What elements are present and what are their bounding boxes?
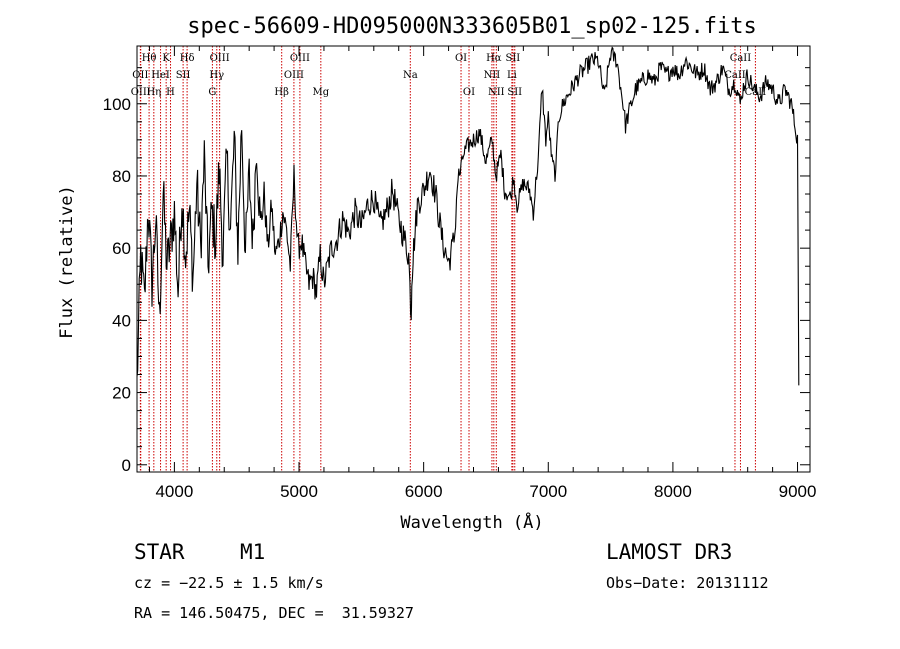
spectral-line-label: SII <box>176 70 191 81</box>
spectral-line-label: Hγ <box>209 70 224 81</box>
spectral-line-label: HeI <box>151 70 170 81</box>
object-subclass: M1 <box>240 540 266 564</box>
y-tick-label: 20 <box>112 384 131 403</box>
spectral-line-label: H <box>166 87 175 98</box>
spectral-line-label: OII <box>132 70 148 81</box>
survey-name: LAMOST DR3 <box>606 540 733 564</box>
x-axis-label: Wavelength (Å) <box>400 511 543 533</box>
spectral-line-label: Hθ <box>142 53 157 64</box>
x-tick-label: 5000 <box>280 482 318 501</box>
chart-title: spec-56609-HD095000N333605B01_sp02-125.f… <box>187 14 757 39</box>
y-tick-label: 100 <box>103 95 131 114</box>
object-class: STAR <box>134 540 185 564</box>
x-tick-label: 8000 <box>654 482 692 501</box>
spectral-line-label: G <box>208 87 216 98</box>
spectral-line-label: SII <box>506 53 521 64</box>
x-tick-label: 6000 <box>405 482 443 501</box>
spectrum-series-line <box>136 46 800 386</box>
spectral-line-label: Hβ <box>274 87 289 98</box>
spectral-line-label: CaII <box>730 53 752 64</box>
spectral-line-label: OI <box>455 53 467 64</box>
spectral-line-label: NII <box>484 70 501 81</box>
y-tick-label: 60 <box>112 239 131 258</box>
spectral-line-label: K <box>162 53 170 64</box>
axis-ticks: 4000 5000 6000 7000 8000 9000 0 20 40 60 80 100 <box>103 46 817 501</box>
spectral-line-label: Li <box>507 70 517 81</box>
y-tick-label: 0 <box>122 456 131 475</box>
spectral-line-label: CaII <box>724 70 746 81</box>
spectral-line-label: OIII <box>290 53 310 64</box>
spectral-line-label: OIII <box>210 53 230 64</box>
ra-dec: RA = 146.50475, DEC = 31.59327 <box>134 604 414 622</box>
x-tick-label: 4000 <box>155 482 193 501</box>
y-axis-label: Flux (relative) <box>57 185 77 339</box>
spectral-line-label: Mg <box>313 87 330 98</box>
spectral-line-label: OI <box>463 87 475 98</box>
spectral-line-label: Na <box>403 70 418 81</box>
obs-date: Obs−Date: 20131112 <box>606 574 769 592</box>
spectral-line-label: Hη <box>146 87 161 98</box>
y-tick-label: 80 <box>112 167 131 186</box>
spectral-line-label: OIII <box>284 70 304 81</box>
y-tick-label: 40 <box>112 311 131 330</box>
spectral-line-label: SII <box>507 87 522 98</box>
spectral-line-label: OIII <box>131 87 151 98</box>
spectral-line-label: CaII <box>745 87 767 98</box>
x-tick-label: 9000 <box>779 482 817 501</box>
x-tick-label: 7000 <box>529 482 567 501</box>
spectral-line-label: Hδ <box>180 53 195 64</box>
redshift-cz: cz = −22.5 ± 1.5 km/s <box>134 574 324 592</box>
spectral-line-label: NII <box>488 87 505 98</box>
spectral-line-label: Hα <box>486 53 502 64</box>
